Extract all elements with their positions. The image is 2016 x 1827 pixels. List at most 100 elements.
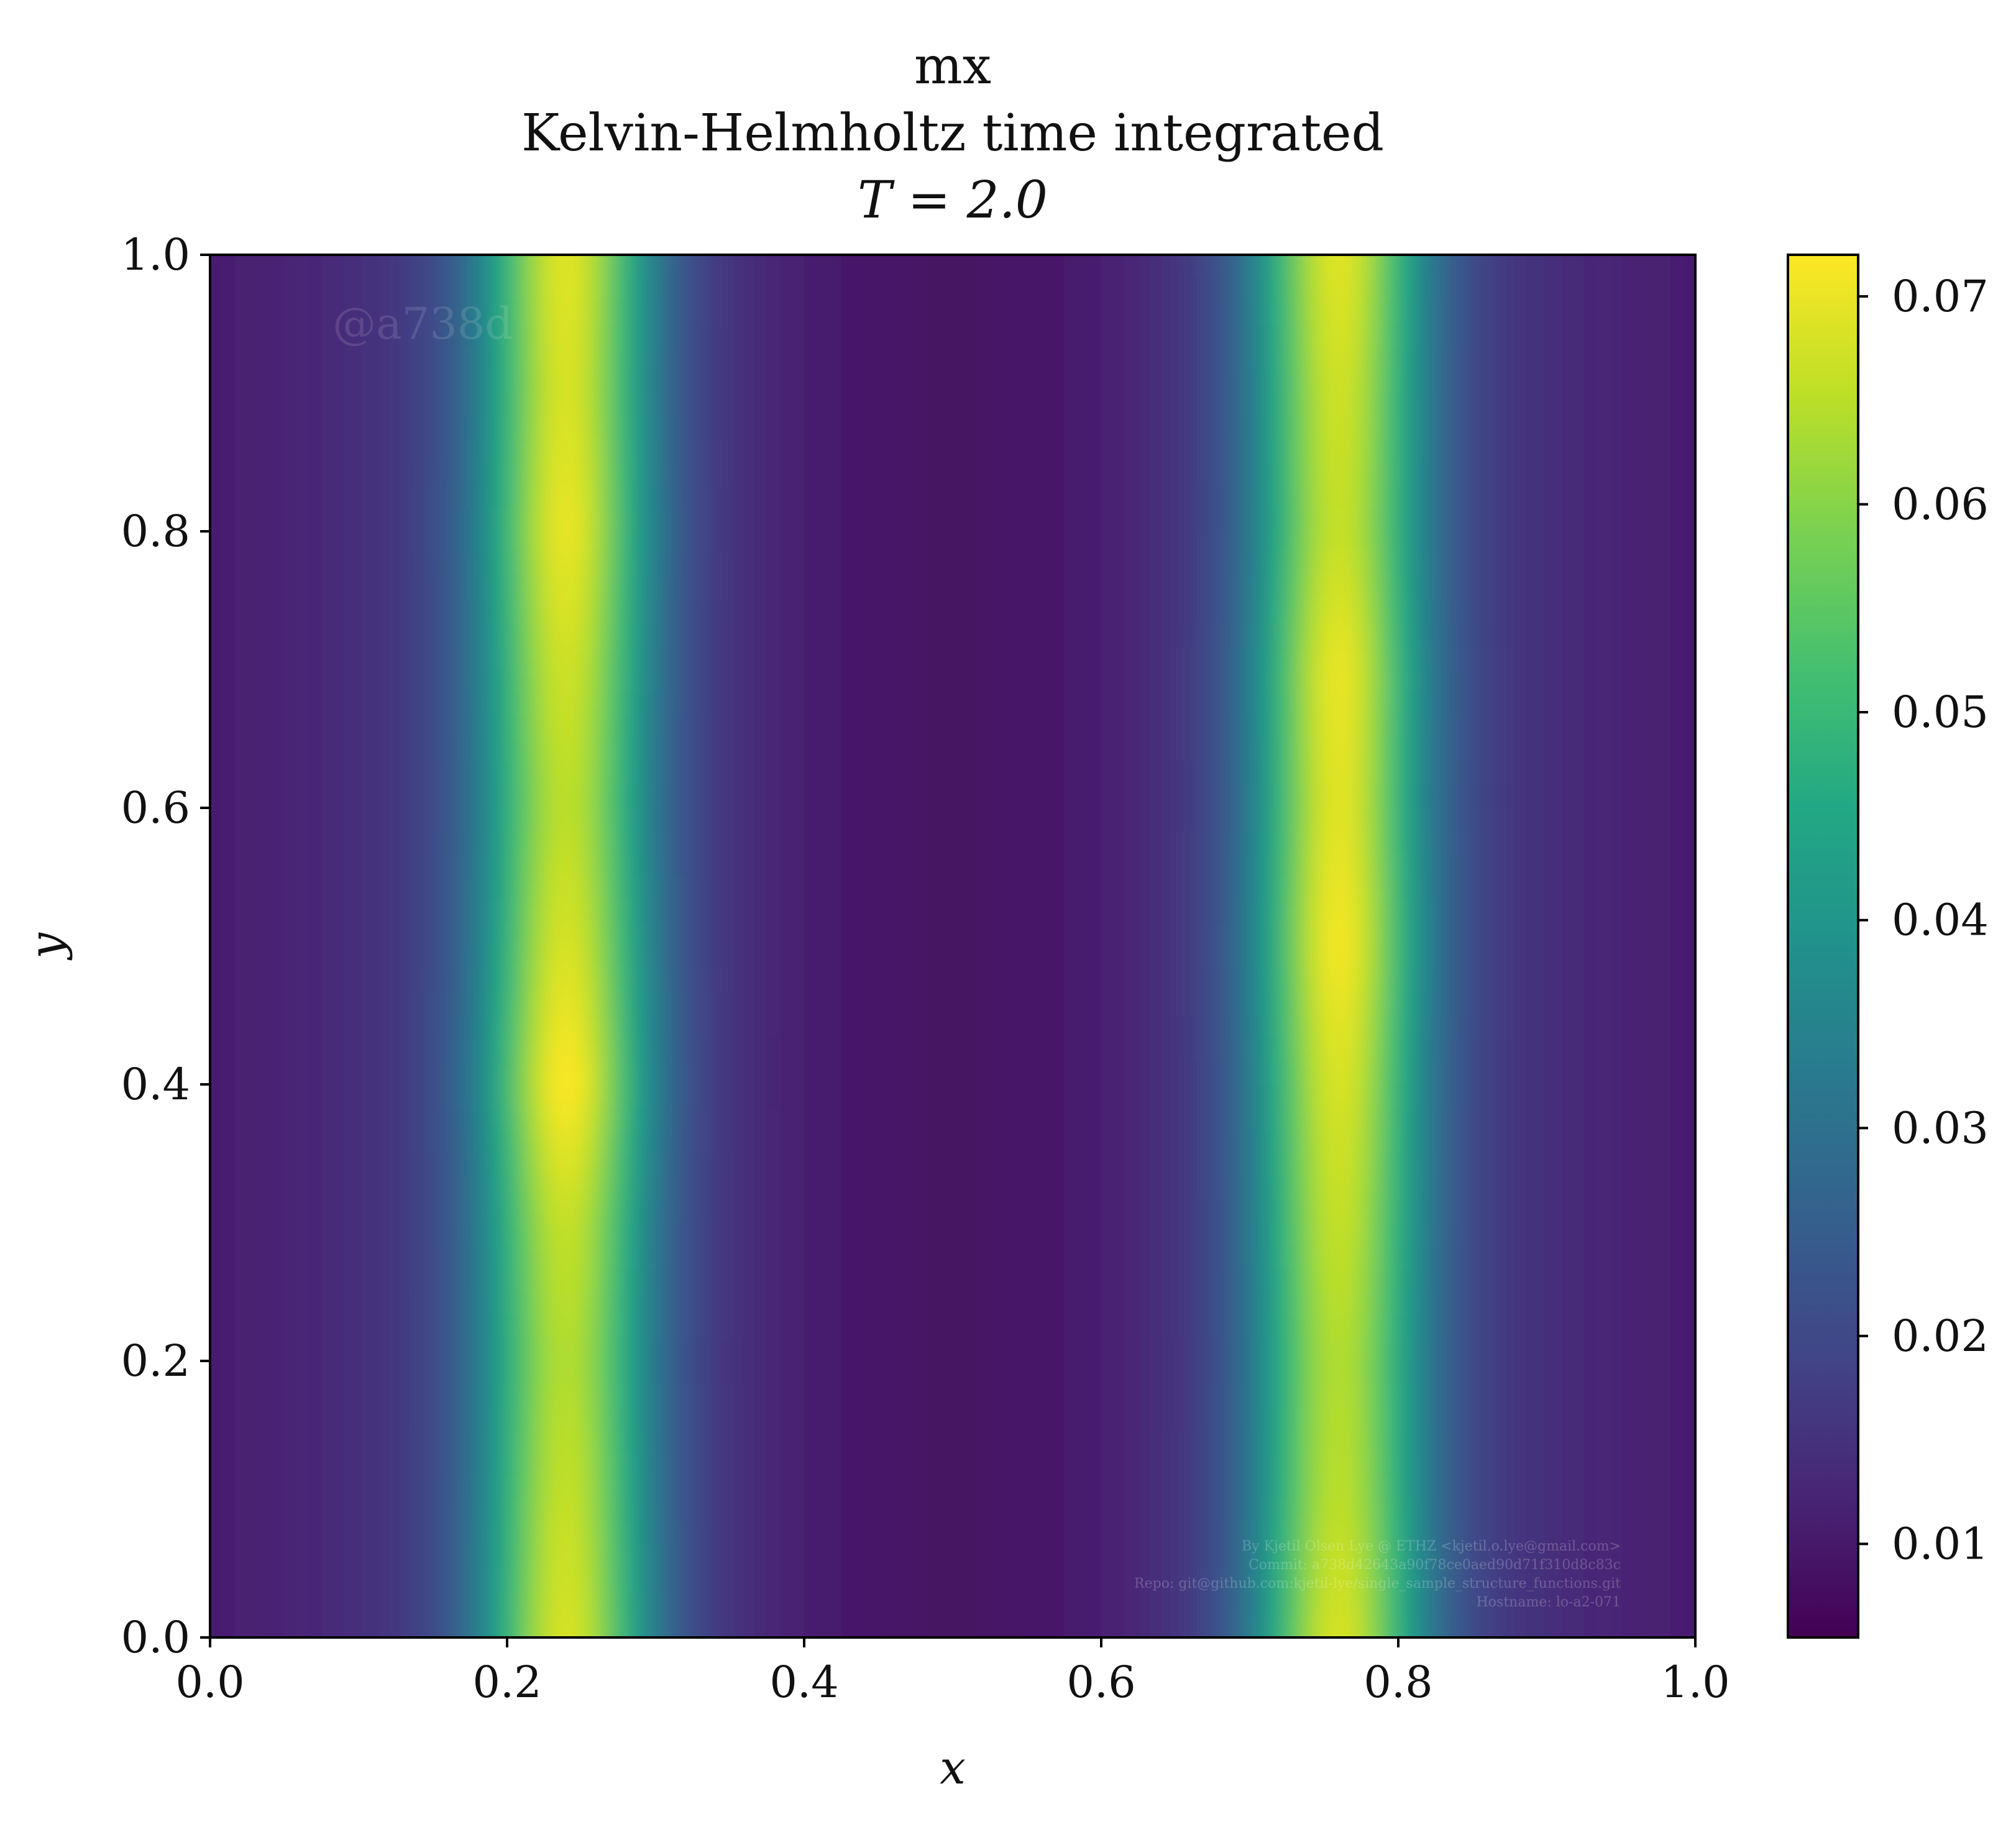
heatmap-cell	[1200, 762, 1213, 785]
heatmap-cell	[1089, 785, 1102, 808]
heatmap-cell	[296, 992, 309, 1016]
heatmap-cell	[965, 623, 978, 647]
heatmap-cell	[1547, 716, 1560, 740]
heatmap-cell	[1336, 923, 1349, 946]
heatmap-cell	[433, 508, 446, 532]
heatmap-cell	[285, 1061, 298, 1085]
heatmap-cell	[1250, 1084, 1263, 1108]
heatmap-cell	[1212, 854, 1226, 877]
heatmap-cell	[1708, 1061, 1721, 1085]
heatmap-cell	[1299, 1084, 1313, 1108]
heatmap-cell	[1039, 600, 1052, 624]
heatmap-cell	[928, 762, 941, 785]
heatmap-cell	[272, 462, 285, 486]
heatmap-cell	[1064, 485, 1077, 509]
heatmap-cell	[1275, 1038, 1288, 1062]
heatmap-cell	[1015, 969, 1028, 993]
heatmap-cell	[1411, 1038, 1424, 1062]
heatmap-cell	[1609, 762, 1622, 785]
heatmap-cell	[1237, 508, 1250, 532]
heatmap-cell	[866, 554, 879, 578]
heatmap-cell	[470, 623, 483, 647]
heatmap-cell	[1683, 1038, 1696, 1062]
heatmap-cell	[1373, 623, 1386, 647]
heatmap-cell	[928, 992, 941, 1016]
heatmap-cell	[1163, 462, 1176, 486]
heatmap-cell	[1398, 1061, 1411, 1085]
heatmap-cell	[1423, 278, 1436, 301]
heatmap-cell	[445, 485, 458, 509]
heatmap-cell	[1373, 393, 1386, 417]
heatmap-cell	[643, 1015, 656, 1039]
heatmap-cell	[1176, 1015, 1189, 1039]
heatmap-cell	[1212, 877, 1226, 900]
heatmap-cell	[1559, 209, 1572, 232]
heatmap-cell	[1522, 347, 1535, 370]
heatmap-cell	[718, 877, 731, 900]
heatmap-cell	[445, 1038, 458, 1062]
heatmap-cell	[470, 370, 483, 393]
heatmap-cell	[754, 347, 767, 370]
heatmap-cell	[371, 670, 384, 694]
heatmap-cell	[1361, 416, 1374, 440]
heatmap-cell	[1212, 531, 1226, 555]
heatmap-cell	[817, 739, 830, 762]
heatmap-cell	[606, 900, 619, 923]
heatmap-cell	[680, 255, 694, 278]
heatmap-cell	[817, 646, 830, 670]
heatmap-cell	[1250, 1107, 1263, 1131]
heatmap-cell	[1373, 209, 1386, 232]
heatmap-cell	[1139, 808, 1152, 831]
heatmap-cell	[383, 1130, 396, 1154]
heatmap-cell	[940, 969, 953, 993]
heatmap-cell	[1609, 209, 1622, 232]
heatmap-cell	[1101, 969, 1114, 993]
heatmap-cell	[1683, 278, 1696, 301]
heatmap-cell	[532, 301, 545, 324]
heatmap-cell	[1497, 646, 1510, 670]
heatmap-cell	[1324, 324, 1337, 347]
heatmap-cell	[1473, 670, 1486, 694]
heatmap-cell	[1646, 969, 1659, 993]
heatmap-cell	[457, 1107, 470, 1131]
heatmap-cell	[1312, 739, 1325, 762]
heatmap-cell	[1534, 946, 1547, 970]
heatmap-cell	[668, 877, 681, 900]
heatmap-cell	[1250, 969, 1263, 993]
heatmap-cell	[1151, 554, 1164, 578]
heatmap-cell	[1559, 301, 1572, 324]
heatmap-cell	[520, 785, 533, 808]
heatmap-cell	[1349, 531, 1362, 555]
heatmap-cell	[359, 600, 372, 624]
heatmap-cell	[1212, 439, 1226, 463]
heatmap-cell	[1126, 508, 1139, 532]
heatmap-cell	[668, 485, 681, 509]
heatmap-cell	[544, 623, 557, 647]
heatmap-cell	[210, 324, 223, 347]
heatmap-cell	[1212, 1061, 1226, 1085]
heatmap-cell	[1708, 393, 1721, 417]
heatmap-cell	[705, 808, 718, 831]
heatmap-cell	[879, 439, 892, 463]
heatmap-cell	[1534, 255, 1547, 278]
heatmap-cell	[1015, 1061, 1028, 1085]
heatmap-cell	[1386, 209, 1399, 232]
heatmap-cell	[569, 232, 582, 255]
heatmap-cell	[928, 670, 941, 694]
heatmap-cell	[606, 877, 619, 900]
heatmap-cell	[1089, 831, 1102, 854]
heatmap-cell	[235, 324, 248, 347]
heatmap-cell	[185, 1015, 198, 1039]
heatmap-cell	[1287, 531, 1300, 555]
heatmap-cell	[767, 232, 780, 255]
heatmap-cell	[520, 646, 533, 670]
heatmap-cell	[915, 462, 928, 486]
heatmap-cell	[1336, 1015, 1349, 1039]
heatmap-cell	[222, 670, 236, 694]
heatmap-cell	[1559, 1084, 1572, 1108]
heatmap-cell	[1052, 900, 1065, 923]
heatmap-cell	[903, 531, 916, 555]
heatmap-cell	[408, 531, 421, 555]
heatmap-cell	[1597, 255, 1610, 278]
heatmap-cell	[1497, 347, 1510, 370]
